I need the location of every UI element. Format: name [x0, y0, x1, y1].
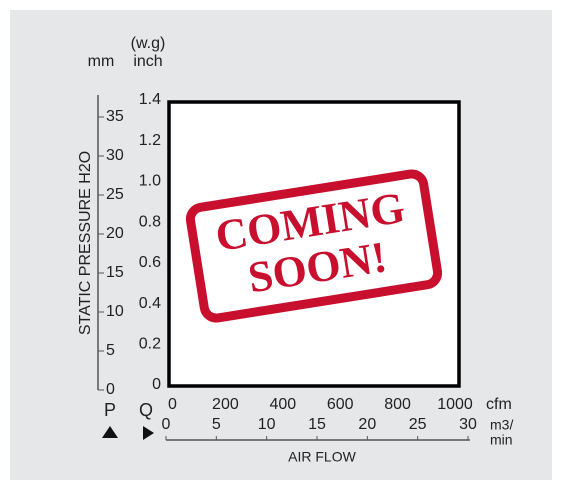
x-tick-label: 800: [384, 396, 411, 413]
x-tick-label: 1000: [437, 396, 473, 413]
x-tick-label: 400: [269, 396, 296, 413]
y2-tick-label: 0.6: [139, 254, 161, 271]
plot-area: [167, 100, 461, 388]
y-tick-label: 20: [106, 225, 124, 242]
y2-unit-top: (w.g): [131, 35, 166, 52]
y2-tick-label: 0: [152, 376, 161, 393]
x2-tick-label: 20: [358, 416, 376, 433]
q-label: Q: [139, 400, 153, 420]
x2-unit: m3/: [490, 417, 513, 433]
q-arrow: [143, 426, 154, 440]
x-tick-label: 200: [212, 396, 239, 413]
x2-tick-label: 0: [162, 416, 171, 433]
y-axis-title: STATIC PRESSURE H2O: [77, 151, 94, 335]
x2-tick-label: 10: [258, 416, 276, 433]
y2-unit: inch: [133, 53, 162, 70]
x2-tick-label: 30: [459, 416, 477, 433]
x2-tick-label: 15: [308, 416, 326, 433]
x-tick-label: 600: [327, 396, 354, 413]
y-tick-label: 35: [106, 108, 124, 125]
y-tick-label: 30: [106, 147, 124, 164]
y2-tick-label: 0.2: [139, 336, 161, 353]
y-tick-label: 25: [106, 186, 124, 203]
p-label: P: [104, 400, 116, 420]
y2-tick-label: 1.0: [139, 173, 161, 190]
stamp-border: [185, 169, 443, 323]
x2-tick-label: 5: [212, 416, 221, 433]
x2-unit: min: [490, 432, 513, 448]
x-unit: cfm: [486, 396, 512, 413]
y2-tick-label: 0.4: [139, 295, 161, 312]
y-tick-label: 10: [106, 303, 124, 320]
y2-tick-label: 1.2: [139, 132, 161, 149]
p-arrow: [102, 426, 118, 438]
y-unit: mm: [88, 53, 115, 70]
y-tick-label: 5: [106, 342, 115, 359]
x-axis-title: AIR FLOW: [288, 449, 356, 465]
y-tick-label: 15: [106, 264, 124, 281]
y-tick-label: 0: [106, 381, 115, 398]
y2-tick-label: 1.4: [139, 91, 161, 108]
x-tick-label: 0: [168, 396, 177, 413]
y2-tick-label: 0.8: [139, 213, 161, 230]
x2-tick-label: 25: [409, 416, 427, 433]
